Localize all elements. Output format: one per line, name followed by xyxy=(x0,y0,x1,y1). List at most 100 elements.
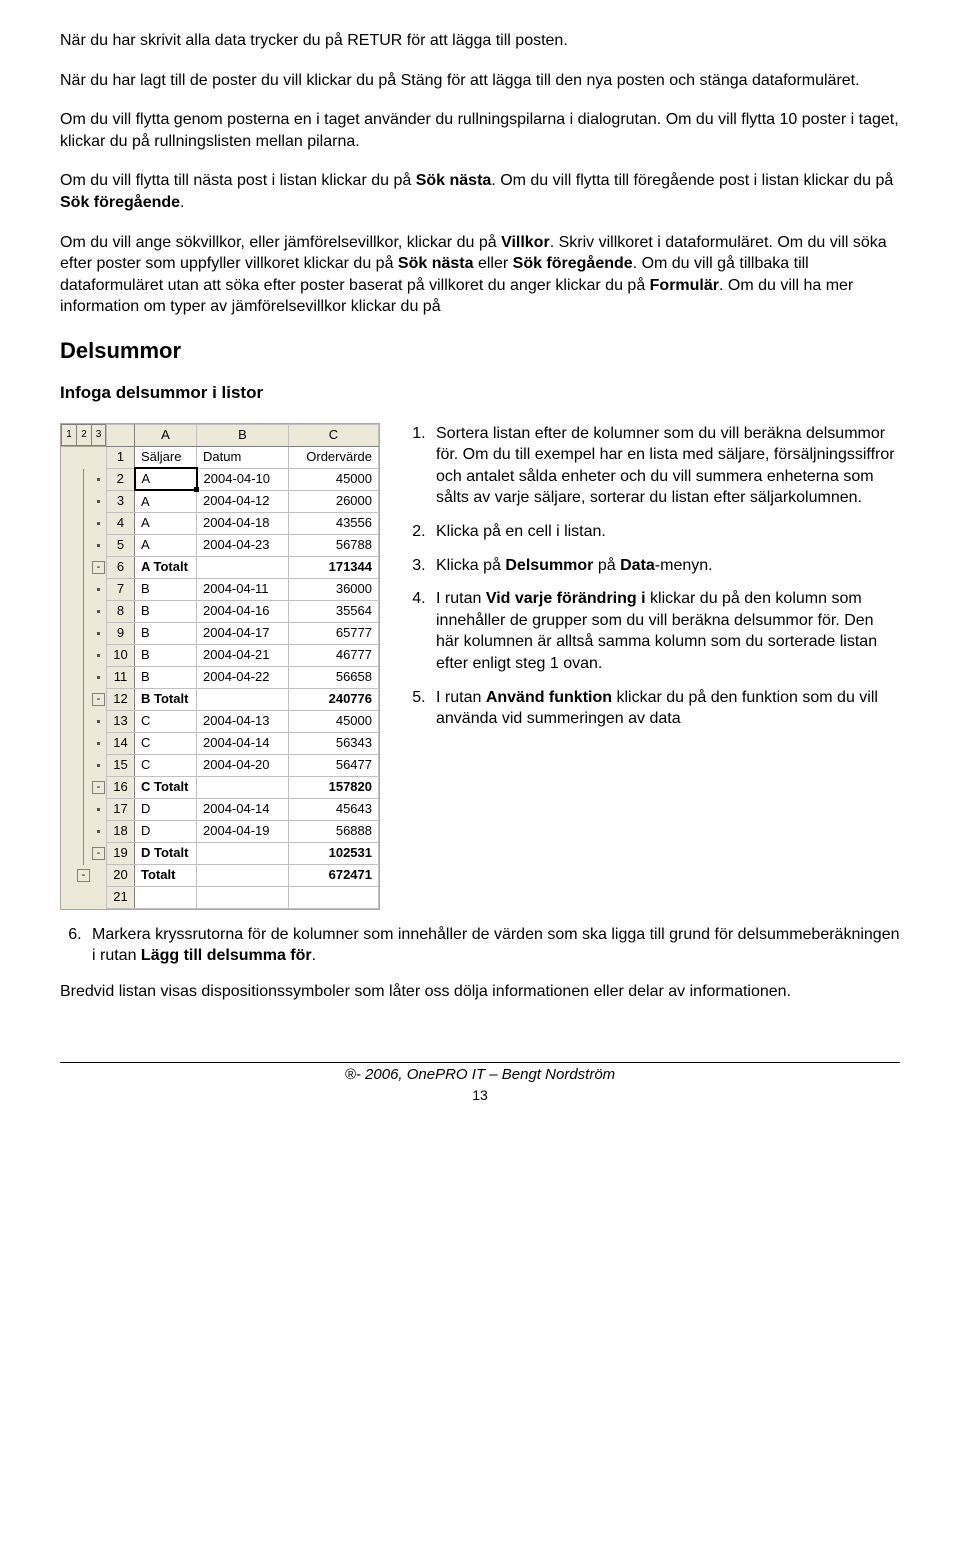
cell[interactable]: 2004-04-14 xyxy=(197,798,289,820)
steps-ol-cont: Markera kryssrutorna för de kolumner som… xyxy=(60,924,900,967)
row-header[interactable]: 7 xyxy=(107,578,135,600)
cell[interactable]: D xyxy=(135,798,197,820)
cell[interactable]: B xyxy=(135,622,197,644)
outline-level-btn-3[interactable]: 3 xyxy=(91,424,106,446)
cell[interactable] xyxy=(289,886,379,908)
cell[interactable]: 157820 xyxy=(289,776,379,798)
cell[interactable]: B xyxy=(135,666,197,688)
cell[interactable] xyxy=(197,842,289,864)
cell[interactable]: 2004-04-17 xyxy=(197,622,289,644)
cell[interactable]: B xyxy=(135,578,197,600)
row-header[interactable]: 9 xyxy=(107,622,135,644)
cell-header[interactable]: Datum xyxy=(197,446,289,468)
p5: Om du vill ange sökvillkor, eller jämför… xyxy=(60,232,900,318)
outline-collapse-icon[interactable]: - xyxy=(92,781,105,794)
cell[interactable] xyxy=(197,688,289,710)
cell[interactable]: A xyxy=(135,468,197,490)
cell[interactable]: A Totalt xyxy=(135,556,197,578)
row-header[interactable]: 10 xyxy=(107,644,135,666)
cell[interactable]: 2004-04-12 xyxy=(197,490,289,512)
cell[interactable]: 2004-04-18 xyxy=(197,512,289,534)
row-header[interactable]: 12 xyxy=(107,688,135,710)
cell[interactable]: 56477 xyxy=(289,754,379,776)
cell[interactable]: A xyxy=(135,512,197,534)
outline-collapse-icon[interactable]: - xyxy=(92,693,105,706)
outline-collapse-icon[interactable]: - xyxy=(92,561,105,574)
row-header[interactable]: 21 xyxy=(107,886,135,908)
row-header[interactable]: 3 xyxy=(107,490,135,512)
outline-level-btn-2[interactable]: 2 xyxy=(76,424,91,446)
cell[interactable]: 2004-04-23 xyxy=(197,534,289,556)
cell[interactable]: 102531 xyxy=(289,842,379,864)
cell[interactable]: B Totalt xyxy=(135,688,197,710)
col-header-C[interactable]: C xyxy=(289,424,379,446)
cell[interactable]: C Totalt xyxy=(135,776,197,798)
cell-header[interactable]: Ordervärde xyxy=(289,446,379,468)
cell[interactable]: 240776 xyxy=(289,688,379,710)
row-header[interactable]: 16 xyxy=(107,776,135,798)
cell[interactable] xyxy=(197,556,289,578)
cell[interactable]: B xyxy=(135,644,197,666)
row-header[interactable]: 20 xyxy=(107,864,135,886)
row-header[interactable]: 1 xyxy=(107,446,135,468)
cell[interactable]: D xyxy=(135,820,197,842)
cell[interactable]: C xyxy=(135,732,197,754)
cell[interactable]: 46777 xyxy=(289,644,379,666)
cell[interactable]: 56343 xyxy=(289,732,379,754)
row-header[interactable]: 4 xyxy=(107,512,135,534)
cell[interactable]: 45000 xyxy=(289,710,379,732)
cell[interactable]: A xyxy=(135,534,197,556)
cell[interactable]: 672471 xyxy=(289,864,379,886)
cell[interactable]: 2004-04-14 xyxy=(197,732,289,754)
cell[interactable]: 45000 xyxy=(289,468,379,490)
cell[interactable] xyxy=(197,776,289,798)
cell[interactable]: 2004-04-16 xyxy=(197,600,289,622)
outline-level-btn-1[interactable]: 1 xyxy=(61,424,76,446)
row-header[interactable]: 17 xyxy=(107,798,135,820)
cell[interactable]: B xyxy=(135,600,197,622)
row-header[interactable]: 11 xyxy=(107,666,135,688)
cell[interactable] xyxy=(135,886,197,908)
row-header[interactable]: 18 xyxy=(107,820,135,842)
outline-collapse-icon[interactable]: - xyxy=(92,847,105,860)
cell[interactable]: 2004-04-11 xyxy=(197,578,289,600)
cell[interactable]: 2004-04-19 xyxy=(197,820,289,842)
step-1: Sortera listan efter de kolumner som du … xyxy=(430,423,900,509)
cell[interactable]: C xyxy=(135,754,197,776)
cell[interactable]: 43556 xyxy=(289,512,379,534)
cell[interactable]: 56788 xyxy=(289,534,379,556)
row-header[interactable]: 13 xyxy=(107,710,135,732)
col-header-B[interactable]: B xyxy=(197,424,289,446)
cell[interactable]: C xyxy=(135,710,197,732)
row-header[interactable]: 19 xyxy=(107,842,135,864)
cell[interactable]: 56658 xyxy=(289,666,379,688)
cell[interactable] xyxy=(197,886,289,908)
row-header[interactable]: 2 xyxy=(107,468,135,490)
page-number: 13 xyxy=(60,1086,900,1105)
cell[interactable]: 65777 xyxy=(289,622,379,644)
cell[interactable]: 36000 xyxy=(289,578,379,600)
row-header[interactable]: 15 xyxy=(107,754,135,776)
cell[interactable]: 26000 xyxy=(289,490,379,512)
row-header[interactable]: 14 xyxy=(107,732,135,754)
cell[interactable]: 56888 xyxy=(289,820,379,842)
cell[interactable]: 2004-04-13 xyxy=(197,710,289,732)
cell[interactable] xyxy=(197,864,289,886)
cell[interactable]: A xyxy=(135,490,197,512)
cell[interactable]: Totalt xyxy=(135,864,197,886)
cell[interactable]: 45643 xyxy=(289,798,379,820)
p-after: Bredvid listan visas dispositionssymbole… xyxy=(60,981,900,1003)
cell[interactable]: 2004-04-22 xyxy=(197,666,289,688)
cell-header[interactable]: Säljare xyxy=(135,446,197,468)
row-header[interactable]: 6 xyxy=(107,556,135,578)
row-header[interactable]: 5 xyxy=(107,534,135,556)
cell[interactable]: 2004-04-10 xyxy=(197,468,289,490)
cell[interactable]: 2004-04-20 xyxy=(197,754,289,776)
row-header[interactable]: 8 xyxy=(107,600,135,622)
col-header-A[interactable]: A xyxy=(135,424,197,446)
cell[interactable]: 171344 xyxy=(289,556,379,578)
cell[interactable]: D Totalt xyxy=(135,842,197,864)
outline-collapse-icon[interactable]: - xyxy=(77,869,90,882)
cell[interactable]: 35564 xyxy=(289,600,379,622)
cell[interactable]: 2004-04-21 xyxy=(197,644,289,666)
